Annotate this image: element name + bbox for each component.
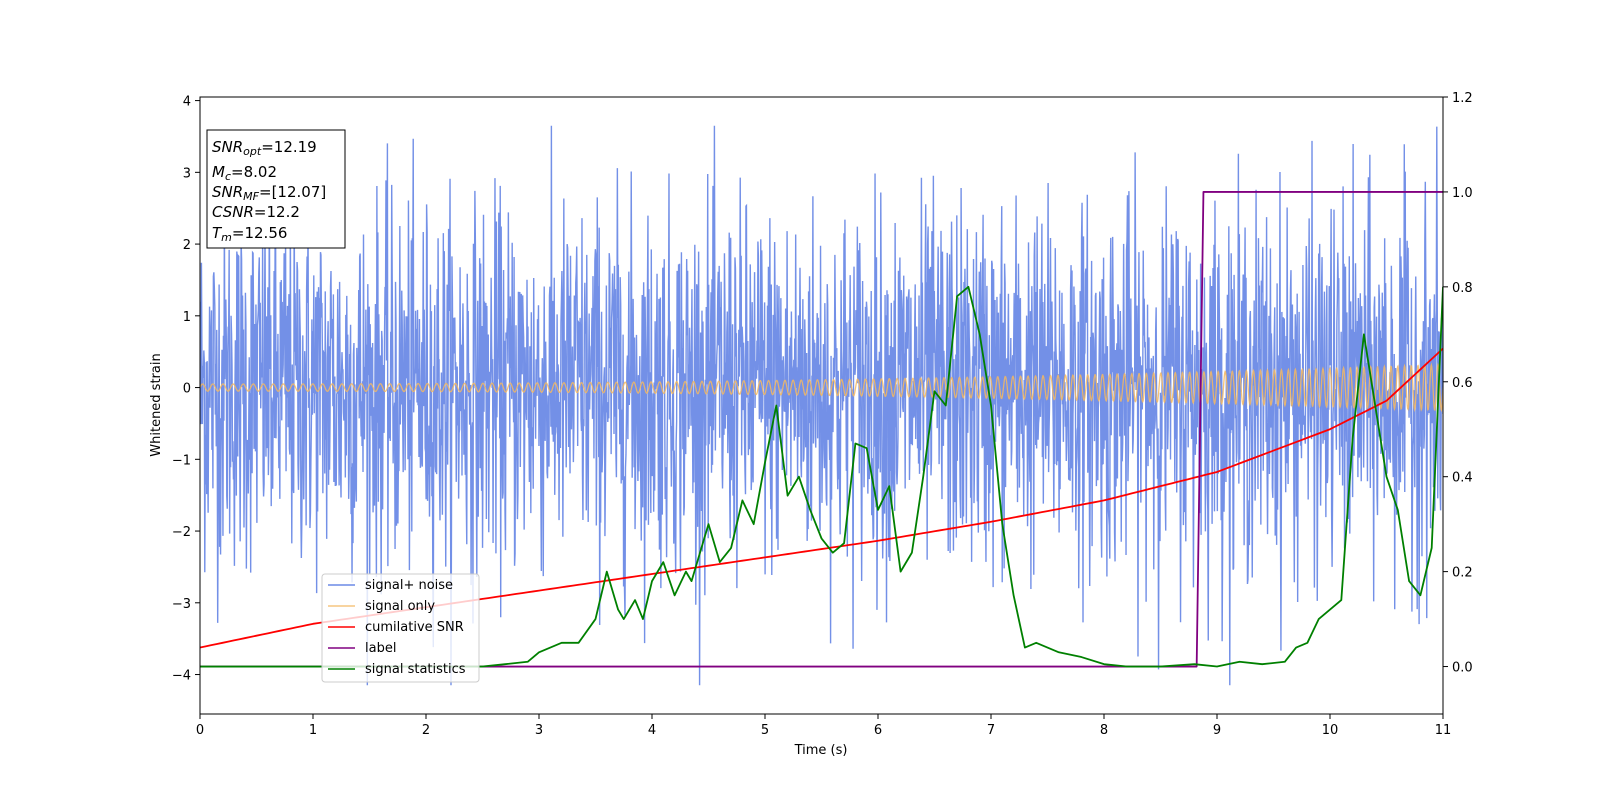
info-snr-mf: SNRMF=[12.07] bbox=[212, 183, 326, 203]
y-tick-label: 4 bbox=[183, 95, 191, 110]
y-tick-label: 3 bbox=[183, 166, 191, 181]
series-signal-only bbox=[200, 362, 1443, 413]
x-axis: 0 1 2 3 4 5 6 7 8 9 10 11 bbox=[196, 714, 1451, 738]
x-tick-label: 11 bbox=[1435, 723, 1452, 738]
y2-tick-label: 0.0 bbox=[1452, 661, 1473, 676]
y-tick-label: −3 bbox=[172, 597, 191, 612]
y-tick-label: −2 bbox=[172, 525, 191, 540]
info-tm: Tm=12.56 bbox=[212, 224, 287, 244]
legend-label-label: label bbox=[365, 641, 396, 656]
x-tick-label: 4 bbox=[648, 723, 656, 738]
y-tick-label: 0 bbox=[183, 382, 191, 397]
y2-tick-label: 1.0 bbox=[1452, 186, 1473, 201]
info-csnr: CSNR=12.2 bbox=[212, 203, 300, 221]
legend-frame bbox=[321, 573, 480, 683]
y2-tick-label: 0.8 bbox=[1452, 281, 1473, 296]
x-tick-label: 10 bbox=[1322, 723, 1339, 738]
y-tick-label: 2 bbox=[183, 238, 191, 253]
y-axis-left: −4 −3 −2 −1 0 1 2 3 4 bbox=[172, 95, 200, 684]
y2-tick-label: 0.2 bbox=[1452, 566, 1473, 581]
x-tick-label: 0 bbox=[196, 723, 204, 738]
y2-tick-label: 0.6 bbox=[1452, 376, 1473, 391]
y-tick-label: −1 bbox=[172, 453, 191, 468]
x-axis-label: Time (s) bbox=[794, 743, 848, 758]
legend-label-signal-only: signal only bbox=[365, 599, 435, 614]
axes-frame bbox=[199, 96, 1444, 715]
legend-label-signal-noise: signal+ noise bbox=[365, 578, 453, 593]
x-tick-label: 8 bbox=[1100, 723, 1108, 738]
y2-tick-label: 0.4 bbox=[1452, 471, 1473, 486]
x-tick-label: 5 bbox=[761, 723, 769, 738]
y-axis-right: 0.0 0.2 0.4 0.6 0.8 1.0 1.2 bbox=[1443, 91, 1473, 676]
legend: signal+ noise signal only cumilative SNR… bbox=[321, 573, 480, 683]
series-signal-statistics bbox=[200, 285, 1443, 668]
snr-info-frame bbox=[206, 129, 346, 249]
x-tick-label: 3 bbox=[535, 723, 543, 738]
y2-tick-label: 1.2 bbox=[1452, 91, 1473, 106]
legend-label-cumulative-snr: cumilative SNR bbox=[365, 620, 464, 635]
legend-label-signal-statistics: signal statistics bbox=[365, 662, 466, 677]
y-tick-label: −4 bbox=[172, 669, 191, 684]
y-tick-label: 1 bbox=[183, 310, 191, 325]
x-tick-label: 1 bbox=[309, 723, 317, 738]
info-snr-opt: SNRopt=12.19 bbox=[212, 138, 317, 158]
snr-info-box: SNRopt=12.19 Mc=8.02 SNRMF=[12.07] CSNR=… bbox=[206, 129, 346, 249]
y-axis-label: Whitened strain bbox=[149, 353, 164, 456]
x-tick-label: 6 bbox=[874, 723, 882, 738]
series-label bbox=[200, 191, 1443, 668]
x-tick-label: 7 bbox=[987, 723, 995, 738]
series-signal-noise bbox=[200, 125, 1443, 686]
info-mc: Mc=8.02 bbox=[212, 163, 277, 183]
x-tick-label: 2 bbox=[422, 723, 430, 738]
x-tick-label: 9 bbox=[1213, 723, 1221, 738]
